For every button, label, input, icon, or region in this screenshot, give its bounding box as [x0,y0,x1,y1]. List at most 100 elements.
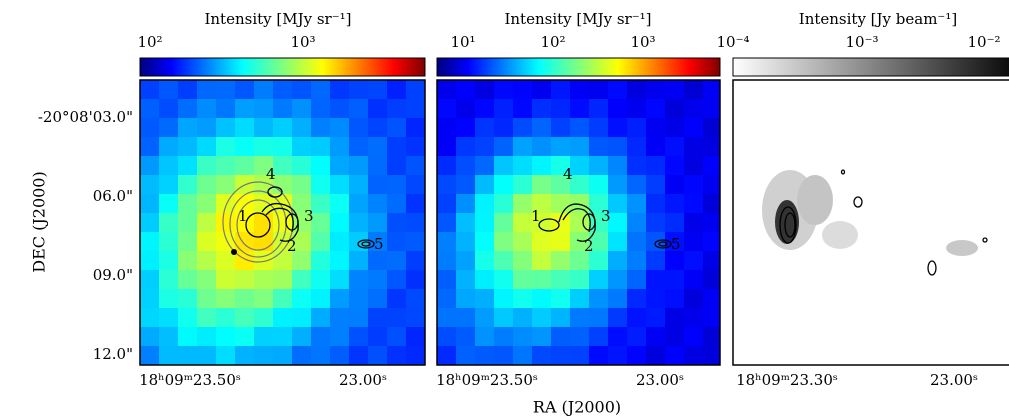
pixel [235,118,255,138]
pixel [140,175,160,195]
pixel [254,213,274,233]
pixel [646,327,666,347]
pixel [406,251,425,271]
y-axis-label: DEC (J2000) [30,171,49,272]
pixel [311,289,331,309]
pixel [273,99,293,119]
colorbar-tick: 10³ [630,33,655,51]
pixel [216,156,236,176]
pixel [159,194,179,214]
pixel [387,80,407,100]
source-label: 5 [671,235,681,253]
pixel [684,308,704,328]
pixel [178,232,198,252]
pixel [570,137,590,157]
pixel [330,308,350,328]
pixel [703,194,720,214]
pixel [197,308,217,328]
pixel [494,289,514,309]
pixel [456,289,476,309]
pixel [684,365,704,385]
pixel [254,346,274,365]
pixel [159,270,179,290]
pixel [494,251,514,271]
pixel [159,251,179,271]
pixel [627,232,647,252]
pixel [387,99,407,119]
pixel [254,251,274,271]
pixel [368,213,388,233]
pixel [551,270,571,290]
pixel [684,175,704,195]
pixel [608,118,628,138]
pixel [368,308,388,328]
pixel [703,270,720,290]
pixel [292,156,312,176]
colorbar-tick: 10² [540,33,565,51]
pixel [178,175,198,195]
pixel [197,327,217,347]
pixel [235,327,255,347]
pixel [368,156,388,176]
pixel [437,80,457,100]
pixel [349,156,369,176]
pixel [216,213,236,233]
pixel [684,232,704,252]
pixel [532,137,552,157]
pixel [140,346,160,365]
pixel [311,175,331,195]
pixel [235,213,255,233]
pixel [140,327,160,347]
pixel [665,346,685,365]
pixel [532,175,552,195]
pixel [665,194,685,214]
pixel [159,346,179,365]
pixel [608,137,628,157]
pixel [513,213,533,233]
pixel [292,80,312,100]
pixel [684,251,704,271]
pixel [627,137,647,157]
pixel [254,270,274,290]
pixel [406,99,425,119]
pixel [387,194,407,214]
pixel [456,156,476,176]
pixel [513,232,533,252]
pixel [349,346,369,365]
pixel [159,213,179,233]
pixel [330,251,350,271]
pixel [608,213,628,233]
pixel [608,232,628,252]
pixel [292,270,312,290]
pixel [216,99,236,119]
pixel [589,270,609,290]
pixel [292,137,312,157]
pixel [292,365,312,385]
pixel [311,346,331,365]
pixel [684,289,704,309]
pixel [140,289,160,309]
pixel [570,80,590,100]
pixel [608,308,628,328]
pixel [159,156,179,176]
pixel [254,156,274,176]
pixel [349,251,369,271]
source-label: 4 [266,165,276,183]
pixel [140,232,160,252]
pixel [216,194,236,214]
pixel [703,251,720,271]
pixel [368,194,388,214]
pixel [235,346,255,365]
pixel [551,308,571,328]
pixel [532,80,552,100]
pixel [387,308,407,328]
pixel [532,194,552,214]
pixel [292,308,312,328]
pixel [589,346,609,365]
frames [139,79,1009,366]
pixel [589,308,609,328]
pixel [513,175,533,195]
pixel [570,118,590,138]
pixel [665,213,685,233]
pixel [703,175,720,195]
